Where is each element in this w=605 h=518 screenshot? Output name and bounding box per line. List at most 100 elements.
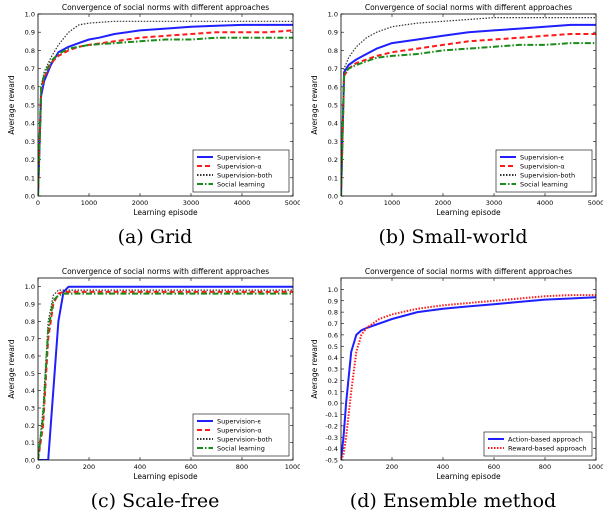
series-line-1 — [38, 23, 293, 196]
y-tick-label: 0.2 — [25, 156, 35, 164]
y-tick-label: -0.4 — [325, 445, 338, 453]
x-tick-label: 1000 — [588, 463, 603, 471]
chart-grid: Convergence of social norms with differe… — [7, 3, 300, 217]
legend-label-2: Supervision-α — [217, 427, 262, 435]
x-tick-label: 5000 — [285, 199, 300, 207]
y-tick-label: 0.6 — [25, 353, 35, 361]
y-tick-label: 1.0 — [328, 11, 338, 19]
legend-label-1: Supervision-ϵ — [520, 154, 564, 162]
y-tick-label: 0.2 — [25, 422, 35, 430]
y-tick-label: 0.2 — [328, 156, 338, 164]
series-line-4 — [341, 42, 596, 196]
x-tick-label: 0 — [339, 463, 343, 471]
plot-frame — [37, 13, 294, 197]
y-tick-label: 0.1 — [328, 388, 338, 396]
x-tick-label: 800 — [539, 463, 551, 471]
y-tick-label: 0.7 — [328, 65, 338, 73]
y-tick-label: 0.9 — [25, 301, 35, 309]
y-tick-label: 0.5 — [328, 343, 338, 351]
plot-frame — [340, 13, 597, 197]
y-tick-label: 0.4 — [328, 354, 338, 362]
y-tick-label: 0.9 — [328, 297, 338, 305]
legend-label-4: Social learning — [217, 445, 265, 453]
y-tick-label: -0.1 — [325, 411, 338, 419]
y-tick-label: 0.6 — [328, 331, 338, 339]
chart-title: Convergence of social norms with differe… — [365, 267, 572, 276]
series-line-4 — [38, 36, 293, 196]
y-tick-label: 0.0 — [25, 193, 35, 201]
y-tick-label: 0.4 — [328, 120, 338, 128]
y-tick-label: 0.5 — [25, 102, 35, 110]
y-tick-label: 0.5 — [328, 102, 338, 110]
caption-small-world: (b) Small-world — [378, 226, 528, 248]
x-tick-label: 0 — [36, 463, 40, 471]
y-tick-label: 0.3 — [25, 138, 35, 146]
y-tick-label: 0.7 — [328, 320, 338, 328]
x-axis-label: Learning episode — [133, 208, 198, 217]
y-tick-label: 0.6 — [25, 83, 35, 91]
x-tick-label: 1000 — [384, 199, 401, 207]
y-tick-label: 0.8 — [328, 47, 338, 55]
y-axis-label: Average reward — [310, 339, 319, 398]
x-tick-label: 1000 — [81, 199, 98, 207]
x-tick-label: 4000 — [537, 199, 554, 207]
y-tick-label: -0.2 — [325, 422, 338, 430]
chart-panel-grid: Convergence of social norms with differe… — [0, 0, 300, 258]
series-line-1 — [341, 23, 596, 196]
legend-label-1: Supervision-ϵ — [217, 418, 261, 426]
y-tick-label: 0.8 — [25, 318, 35, 326]
legend-label-2: Supervision-α — [217, 163, 262, 171]
y-tick-label: 0.4 — [25, 387, 35, 395]
y-tick-label: 0.0 — [25, 457, 35, 465]
legend-label-3: Supervision-both — [217, 172, 272, 180]
y-tick-label: 0.5 — [25, 370, 35, 378]
y-tick-label: 0.3 — [25, 405, 35, 413]
chart-panel-ensemble: Convergence of social norms with differe… — [303, 264, 603, 518]
series-line-1 — [38, 285, 293, 460]
y-tick-label: 0.8 — [25, 47, 35, 55]
series-line-3 — [38, 20, 293, 196]
x-tick-label: 3000 — [183, 199, 200, 207]
y-tick-label: 0.0 — [328, 400, 338, 408]
y-tick-label: 1.0 — [25, 283, 35, 291]
x-tick-label: 1000 — [285, 463, 300, 471]
x-tick-label: 400 — [134, 463, 146, 471]
caption-scale-free: (c) Scale-free — [90, 490, 220, 512]
y-axis-label: Average reward — [7, 339, 16, 398]
y-tick-label: 0.9 — [328, 29, 338, 37]
x-tick-label: 600 — [488, 463, 500, 471]
chart-small-world: Convergence of social norms with differe… — [310, 3, 603, 217]
chart-title: Convergence of social norms with differe… — [62, 3, 269, 12]
y-tick-label: 0.3 — [328, 138, 338, 146]
series-line-3 — [341, 17, 596, 196]
y-tick-label: 0.7 — [25, 335, 35, 343]
y-tick-label: 0.8 — [328, 309, 338, 317]
y-tick-label: 1.0 — [328, 286, 338, 294]
caption-grid: (a) Grid — [117, 226, 193, 248]
x-axis-label: Learning episode — [436, 208, 501, 217]
y-tick-label: 0.6 — [328, 83, 338, 91]
x-tick-label: 4000 — [234, 199, 251, 207]
y-axis-label: Average reward — [310, 75, 319, 134]
legend-box — [483, 431, 593, 457]
y-tick-label: 0.1 — [328, 174, 338, 182]
plot-frame — [37, 277, 294, 461]
x-tick-label: 800 — [236, 463, 248, 471]
chart-panel-scale-free: Convergence of social norms with differe… — [0, 264, 300, 518]
legend-label-4: Social learning — [217, 181, 265, 189]
series-line-3 — [38, 289, 293, 460]
y-tick-label: 1.0 — [25, 11, 35, 19]
caption-ensemble: (d) Ensemble method — [349, 490, 557, 512]
legend-label-3: Supervision-both — [217, 436, 272, 444]
legend-label-1: Action-based approach — [508, 436, 583, 444]
legend-label-4: Social learning — [520, 181, 568, 189]
x-tick-label: 0 — [339, 199, 343, 207]
y-tick-label: 0.1 — [25, 174, 35, 182]
y-tick-label: 0.9 — [25, 29, 35, 37]
chart-scale-free: Convergence of social norms with differe… — [7, 267, 300, 481]
x-tick-label: 200 — [83, 463, 95, 471]
y-tick-label: 0.1 — [25, 439, 35, 447]
x-tick-label: 0 — [36, 199, 40, 207]
legend-label-1: Supervision-ϵ — [217, 154, 261, 162]
legend-label-2: Supervision-α — [520, 163, 565, 171]
